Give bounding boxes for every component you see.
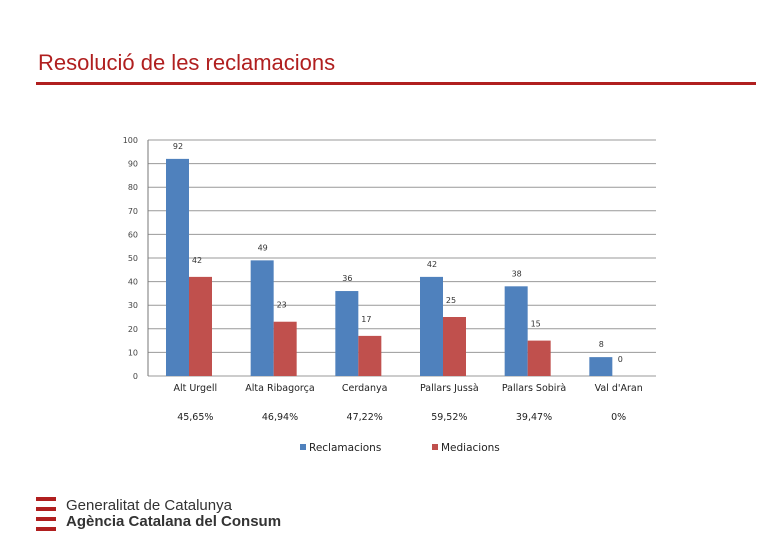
logo-line-2: Agència Catalana del Consum: [66, 513, 282, 530]
bar-mediacions: [189, 276, 212, 376]
legend-swatch: [432, 444, 438, 450]
bar-reclamacions: [335, 291, 359, 376]
senyera-icon: [36, 497, 56, 531]
y-tick-label: 0: [133, 372, 138, 381]
bar-reclamacions: [166, 158, 189, 376]
data-label: 8: [599, 340, 604, 349]
y-tick-label: 30: [128, 301, 138, 310]
category-percentage: 45,65%: [177, 412, 213, 423]
legend-label: Mediacions: [441, 442, 500, 454]
legend-swatch: [300, 444, 306, 450]
title-divider: [36, 82, 756, 85]
category-percentage: 47,22%: [347, 412, 383, 423]
x-tick-label: Pallars Sobirà: [502, 383, 566, 394]
data-label: 15: [531, 320, 541, 329]
bar-reclamacions: [420, 276, 443, 376]
y-tick-label: 100: [123, 136, 138, 145]
data-label: 42: [427, 260, 437, 269]
data-label: 92: [173, 142, 183, 151]
bar-mediacions: [358, 335, 382, 376]
bar-mediacions: [273, 321, 297, 376]
y-tick-label: 20: [128, 325, 138, 334]
y-tick-label: 50: [128, 254, 138, 263]
category-percentage: 0%: [611, 412, 626, 423]
bar-reclamacions: [250, 260, 274, 376]
x-tick-label: Cerdanya: [342, 383, 388, 394]
logo-line-1: Generalitat de Catalunya: [66, 497, 232, 514]
data-label: 38: [512, 269, 522, 278]
x-tick-label: Val d'Aran: [595, 383, 643, 394]
data-label: 25: [446, 296, 456, 305]
bar-reclamacions: [504, 286, 528, 376]
bar-mediacions: [443, 317, 466, 376]
data-label: 0: [618, 355, 623, 364]
y-tick-label: 40: [128, 278, 138, 287]
y-tick-label: 10: [128, 348, 138, 357]
page-title: Resolució de les reclamacions: [38, 50, 336, 75]
y-tick-label: 90: [128, 160, 138, 169]
y-tick-label: 60: [128, 230, 138, 239]
data-label: 49: [258, 243, 268, 252]
y-tick-label: 80: [128, 183, 138, 192]
bar-mediacions: [527, 340, 551, 376]
y-tick-label: 70: [128, 207, 138, 216]
data-label: 23: [277, 301, 287, 310]
category-percentage: 46,94%: [262, 412, 298, 423]
x-tick-label: Alt Urgell: [173, 383, 217, 394]
data-label: 42: [192, 256, 202, 265]
logo: Generalitat de Catalunya Agència Catalan…: [36, 496, 281, 532]
category-percentage: 59,52%: [431, 412, 467, 423]
legend-label: Reclamacions: [309, 442, 381, 454]
x-tick-label: Alta Ribagorça: [245, 383, 314, 394]
category-percentage: 39,47%: [516, 412, 552, 423]
data-label: 17: [361, 315, 371, 324]
x-tick-label: Pallars Jussà: [420, 383, 479, 394]
data-label: 36: [342, 274, 352, 283]
bar-reclamacions: [589, 357, 613, 376]
